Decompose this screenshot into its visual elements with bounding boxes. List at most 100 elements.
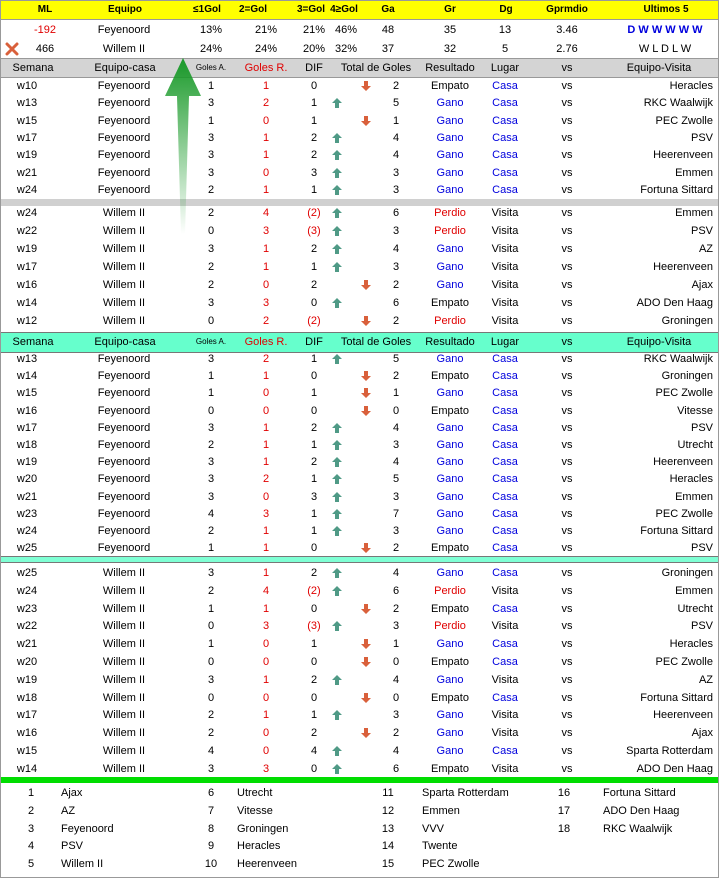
team: Vitesse bbox=[237, 804, 273, 817]
cell: Casa bbox=[492, 567, 518, 579]
cell: Feyenoord bbox=[97, 421, 151, 434]
cell: Empato bbox=[431, 80, 469, 92]
cell: 2 bbox=[392, 602, 400, 615]
cell: Willem II bbox=[102, 745, 146, 757]
summary-cell: 46% bbox=[334, 24, 358, 36]
column-header: Equipo-Visita bbox=[626, 336, 692, 348]
cell: Casa bbox=[492, 691, 518, 704]
summary-header: 3=Gol bbox=[296, 4, 326, 15]
arrow-up bbox=[332, 526, 342, 536]
cell: 3 bbox=[207, 97, 215, 110]
summary-header: Gr bbox=[444, 4, 456, 15]
cell: Visita bbox=[491, 243, 519, 255]
cell: 2 bbox=[207, 279, 215, 291]
cell: w17 bbox=[16, 421, 38, 434]
cell: Gano bbox=[436, 745, 464, 757]
rank: 3 bbox=[27, 822, 35, 835]
separator bbox=[1, 777, 718, 783]
rank: 4 bbox=[27, 840, 35, 853]
summary-cell: 37 bbox=[381, 43, 395, 55]
cell: w18 bbox=[16, 439, 38, 451]
cell: vs bbox=[561, 542, 573, 555]
cell: w19 bbox=[16, 149, 38, 162]
cell: Ajax bbox=[691, 279, 713, 291]
column-header: Equipo-casa bbox=[94, 336, 156, 348]
column-header: Resultado bbox=[425, 336, 475, 348]
cell: Perdio bbox=[434, 584, 466, 597]
cell: w25 bbox=[16, 567, 38, 579]
arrow-up bbox=[332, 674, 342, 685]
arrow-up bbox=[332, 150, 342, 161]
summary-cell: 24% bbox=[254, 43, 278, 55]
cell: 1 bbox=[262, 673, 270, 686]
cell: w17 bbox=[16, 261, 38, 273]
arrow-down bbox=[361, 115, 371, 126]
cell: Casa bbox=[492, 439, 518, 451]
cell: Sparta Rotterdam bbox=[626, 745, 713, 757]
cell: 5 bbox=[392, 473, 400, 486]
cell: 0 bbox=[262, 404, 270, 417]
cell: 2 bbox=[392, 542, 400, 555]
cell: Gano bbox=[436, 439, 464, 451]
cell: Gano bbox=[436, 507, 464, 520]
cell: 0 bbox=[310, 602, 318, 615]
cell: Visita bbox=[491, 279, 519, 291]
big-arrow bbox=[165, 58, 201, 234]
arrow-up bbox=[332, 98, 342, 109]
cell: vs bbox=[561, 297, 573, 309]
arrow-down bbox=[361, 603, 371, 614]
cell: 1 bbox=[310, 97, 318, 110]
cell: 1 bbox=[310, 638, 318, 651]
team: PEC Zwolle bbox=[422, 858, 480, 871]
cell: 1 bbox=[207, 80, 215, 92]
cell: Feyenoord bbox=[97, 149, 151, 162]
cell: 0 bbox=[262, 745, 270, 757]
rank: 9 bbox=[207, 840, 215, 853]
arrow-up bbox=[332, 184, 342, 195]
cell: vs bbox=[561, 456, 573, 469]
cell: PSV bbox=[690, 620, 713, 633]
cell: 4 bbox=[262, 584, 270, 597]
cross-icon bbox=[5, 42, 19, 56]
arrow-down bbox=[361, 405, 371, 416]
cell: Casa bbox=[492, 183, 518, 196]
summary-cell: Feyenoord bbox=[97, 24, 151, 36]
rank: 13 bbox=[381, 822, 395, 835]
summary-header: Equipo bbox=[108, 4, 142, 15]
cell: Gano bbox=[436, 183, 464, 196]
cell: w14 bbox=[16, 297, 38, 309]
cell: 0 bbox=[262, 691, 270, 704]
cell: Willem II bbox=[102, 315, 146, 327]
cell: RKC Waalwijk bbox=[643, 353, 713, 365]
cell: PEC Zwolle bbox=[655, 656, 713, 668]
rank: 16 bbox=[557, 787, 571, 799]
cell: Casa bbox=[492, 353, 518, 365]
cell: Casa bbox=[492, 638, 518, 651]
cell: vs bbox=[561, 225, 573, 237]
cell: 3 bbox=[207, 673, 215, 686]
arrow-down bbox=[361, 543, 371, 554]
cell: Utrecht bbox=[677, 439, 713, 451]
arrow-down bbox=[361, 692, 371, 703]
cell: 3 bbox=[262, 297, 270, 309]
cell: 0 bbox=[262, 727, 270, 740]
cell: Willem II bbox=[102, 602, 146, 615]
cell: 1 bbox=[310, 473, 318, 486]
cell: 2 bbox=[392, 370, 400, 383]
cell: 3 bbox=[392, 709, 400, 722]
cell: Gano bbox=[436, 149, 464, 162]
cell: 3 bbox=[207, 166, 215, 179]
team: Emmen bbox=[422, 804, 460, 817]
cell: w22 bbox=[16, 225, 38, 237]
cell: Feyenoord bbox=[97, 183, 151, 196]
summary-cell: 13 bbox=[498, 24, 512, 36]
arrow-up bbox=[332, 474, 342, 485]
cell: PEC Zwolle bbox=[655, 507, 713, 520]
cell: 3 bbox=[207, 297, 215, 309]
cell: 1 bbox=[262, 709, 270, 722]
cell: 1 bbox=[207, 638, 215, 651]
column-header: Semana bbox=[12, 336, 54, 348]
cell: Willem II bbox=[102, 638, 146, 651]
cell: Casa bbox=[492, 80, 518, 92]
